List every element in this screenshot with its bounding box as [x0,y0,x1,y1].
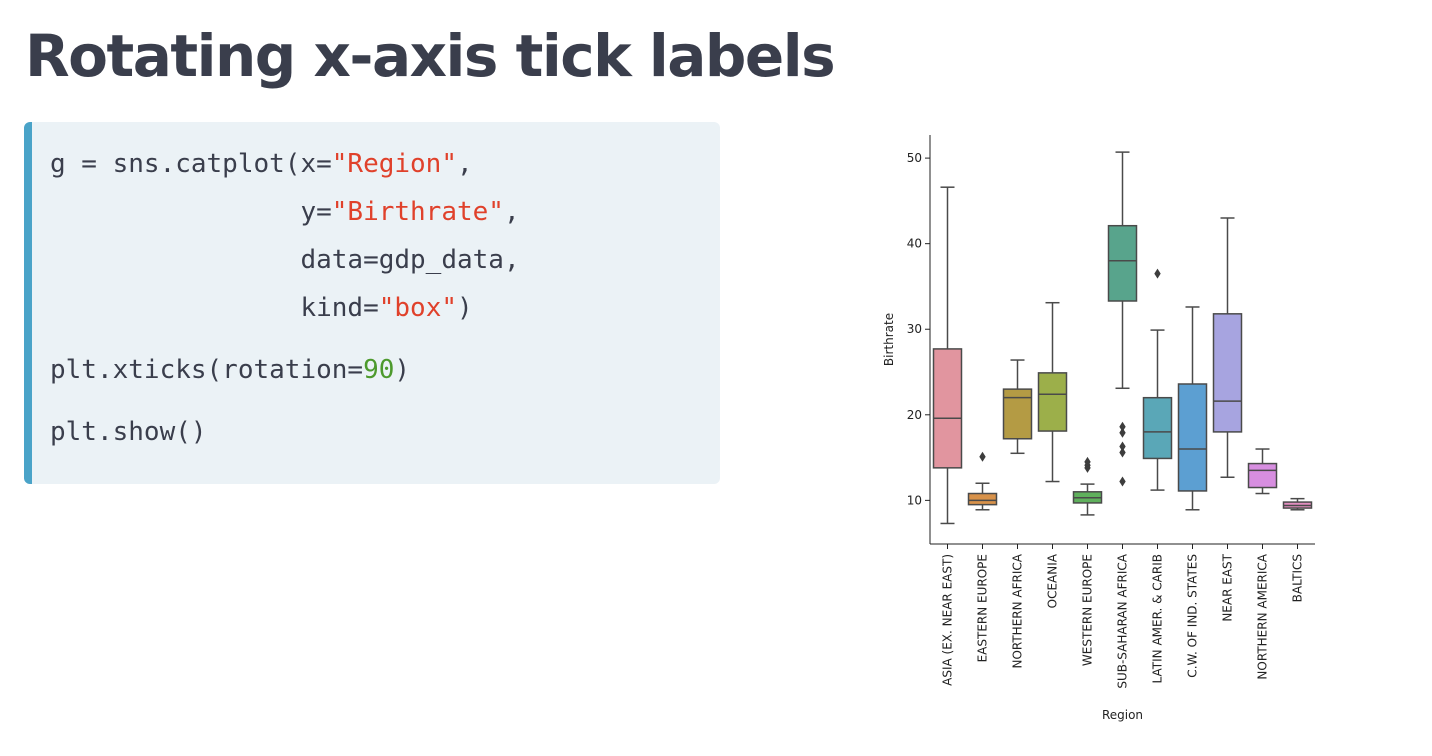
code-block: g = sns.catplot(x="Region", y="Birthrate… [24,122,720,484]
y-axis-label: Birthrate [882,313,896,366]
box-outlier [1119,476,1126,487]
box-body [1037,372,1068,432]
box-body [1142,396,1173,460]
y-tick-label: 40 [907,237,922,251]
box-outlier [979,451,986,462]
box-outlier [1119,447,1126,458]
x-tick-label: OCEANIA [1046,553,1060,608]
box-body [932,348,963,469]
x-tick-label: NORTHERN AMERICA [1256,553,1270,679]
code-line: y="Birthrate", [50,188,720,236]
x-tick-label: NORTHERN AFRICA [1011,553,1025,668]
box-body [1247,462,1278,489]
box-body [1107,224,1138,302]
slide-title: Rotating x-axis tick labels [25,22,836,90]
x-tick-label: ASIA (EX. NEAR EAST) [941,554,955,686]
box-outlier [1119,427,1126,438]
x-tick-label: NEAR EAST [1221,553,1235,621]
code-token: plt.show() [50,417,207,447]
code-token: g = sns.catplot(x= [50,149,332,179]
box-body [1177,383,1208,492]
code-token: "box" [378,293,458,323]
box-outlier [1154,268,1161,279]
x-tick-label: LATIN AMER. & CARIB [1151,554,1165,683]
box-body [1002,388,1033,440]
y-tick-label: 30 [907,322,922,336]
box-body [967,492,998,506]
code-line: kind="box") [50,284,720,332]
x-axis-label: Region [1102,708,1143,722]
box-outlier [1119,441,1126,452]
code-line: plt.show() [50,408,720,456]
y-tick-label: 20 [907,408,922,422]
box-outlier [1084,456,1091,467]
code-token: , [503,197,520,227]
x-tick-label: SUB-SAHARAN AFRICA [1116,553,1130,688]
code-token: y= [50,197,332,227]
box-body [1212,313,1243,433]
code-token: "Region" [331,149,457,179]
code-line: data=gdp_data, [50,236,720,284]
code-token: plt.xticks(rotation= [50,355,364,385]
chart-svg: 10 20 30 40 50 ASIA (EX. NEAR EAST) EASTERN EU… [882,135,1315,722]
x-tick-label: BALTICS [1291,554,1305,602]
x-tick-label: WESTERN EUROPE [1081,554,1095,666]
x-tick-label: C.W. OF IND. STATES [1186,554,1200,678]
code-token: data=gdp_data, [50,245,520,275]
code-token: "Birthrate" [331,197,504,227]
code-line: plt.xticks(rotation=90) [50,346,720,394]
code-token: kind= [50,293,379,323]
y-tick-label: 50 [907,151,922,165]
code-token: ) [394,355,411,385]
x-tick-label: EASTERN EUROPE [976,554,990,662]
box-outlier [1119,421,1126,432]
code-token: ) [457,293,473,323]
y-tick-label: 10 [907,493,922,507]
code-line: g = sns.catplot(x="Region", [50,140,720,188]
code-token: , [457,149,473,179]
code-token: 90 [363,355,395,385]
box-plot-chart: 10 20 30 40 50 ASIA (EX. NEAR EAST) EASTERN EU… [870,125,1340,735]
